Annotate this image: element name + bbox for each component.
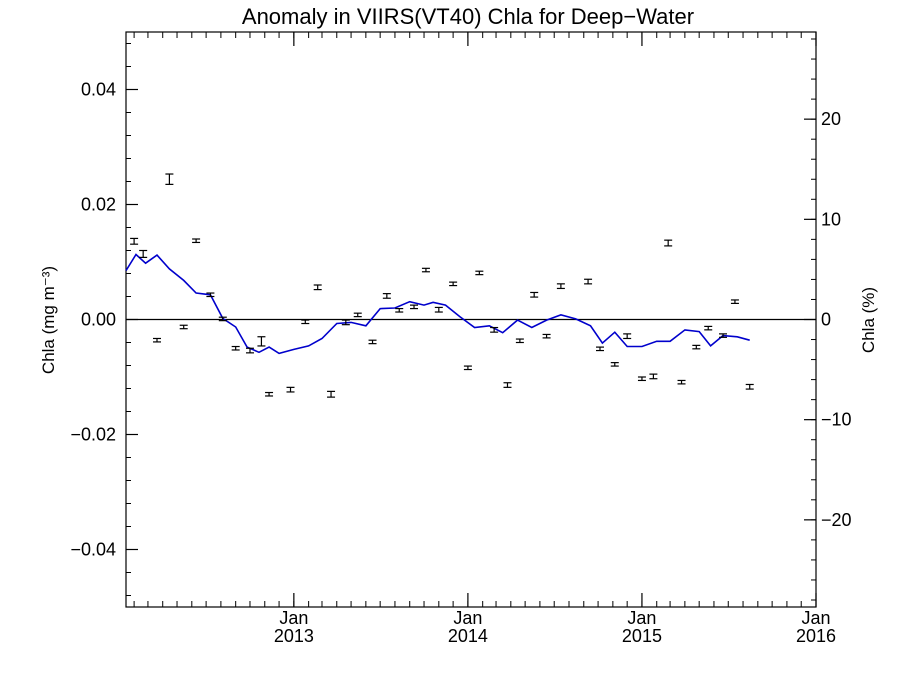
error-bar-point <box>649 373 658 380</box>
error-bar-point <box>301 319 310 325</box>
y-tick-label-right: 20 <box>821 109 841 129</box>
error-bar-point <box>395 307 404 313</box>
x-tick-label-year: 2015 <box>622 626 662 646</box>
y-axis-label-left: Chla (mg m⁻³) <box>39 266 58 374</box>
error-bar-point <box>449 281 458 287</box>
error-bar-point <box>745 383 754 390</box>
error-bar-point <box>664 239 673 247</box>
error-bar-point <box>341 319 350 326</box>
y-tick-label-left: 0.04 <box>81 80 116 100</box>
anomaly-trend-line <box>125 253 750 355</box>
x-tick-label-month: Jan <box>279 608 308 628</box>
error-bar-point <box>130 237 139 245</box>
error-bar-point <box>410 304 419 310</box>
error-bar-point <box>556 283 565 290</box>
y-tick-label-left: 0.00 <box>81 310 116 330</box>
error-bar-point <box>286 386 295 393</box>
error-bar-point <box>245 347 254 354</box>
y-tick-label-left: −0.02 <box>70 425 116 445</box>
error-bar-point <box>595 346 604 352</box>
error-bar-point <box>421 267 430 273</box>
error-bar-point <box>515 338 524 344</box>
y-tick-label-right: −20 <box>821 510 852 530</box>
error-bar-point <box>503 382 512 388</box>
error-bar-point <box>382 293 391 299</box>
error-bar-point <box>623 333 632 340</box>
error-bar-point <box>139 249 148 258</box>
error-bar-point <box>192 238 201 244</box>
error-bar-point <box>730 299 739 304</box>
error-bar-point <box>463 365 472 371</box>
error-bar-point <box>231 345 240 351</box>
x-tick-label-month: Jan <box>453 608 482 628</box>
error-bar-point <box>530 291 539 298</box>
y-axis-label-right: Chla (%) <box>859 287 878 353</box>
error-bar-point <box>265 391 274 397</box>
error-bar-point <box>327 390 336 398</box>
error-bar-point <box>152 337 161 343</box>
x-tick-label-month: Jan <box>627 608 656 628</box>
error-bar-point <box>584 278 593 285</box>
error-bar-point <box>610 362 619 367</box>
x-tick-label-year: 2016 <box>796 626 836 646</box>
error-bar-point <box>719 333 728 338</box>
error-bar-point <box>179 324 188 330</box>
x-tick-label-year: 2014 <box>448 626 488 646</box>
y-tick-label-left: −0.04 <box>70 540 116 560</box>
error-bar-point <box>490 326 499 333</box>
y-tick-label-right: 10 <box>821 209 841 229</box>
error-bar-point <box>353 312 362 318</box>
error-bar-point <box>206 292 215 298</box>
error-bar-point <box>257 336 266 347</box>
y-tick-label-left: 0.02 <box>81 195 116 215</box>
x-tick-label-year: 2013 <box>274 626 314 646</box>
error-bar-point <box>434 306 443 313</box>
error-bar-point <box>677 379 686 385</box>
error-bar-point <box>368 339 377 345</box>
error-bar-point <box>475 270 484 276</box>
y-tick-label-right: −10 <box>821 410 852 430</box>
y-tick-label-right: 0 <box>821 310 831 330</box>
error-bar-point <box>165 173 174 185</box>
x-tick-label-month: Jan <box>801 608 830 628</box>
error-bar-point <box>218 316 227 322</box>
chart-title: Anomaly in VIIRS(VT40) Chla for Deep−Wat… <box>242 4 694 29</box>
error-bar-point <box>637 376 646 382</box>
error-bar-point <box>704 325 713 331</box>
error-bar-point <box>313 284 322 291</box>
error-bar-point <box>692 344 701 350</box>
error-bar-point <box>542 333 551 339</box>
